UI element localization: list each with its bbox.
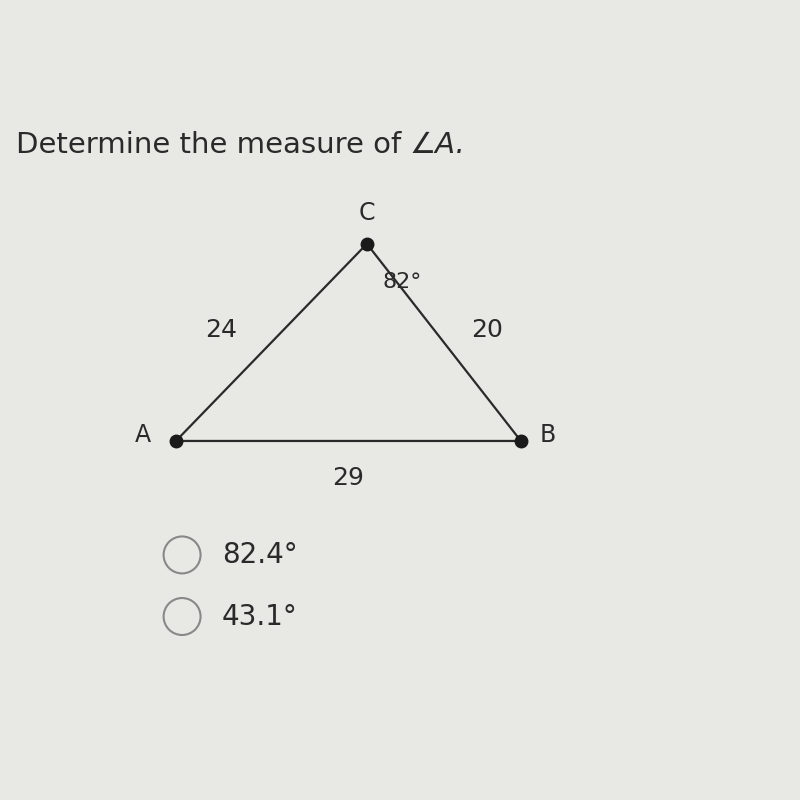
Text: 82.4°: 82.4°	[222, 541, 298, 569]
Text: 43.1°: 43.1°	[222, 602, 298, 630]
Text: 20: 20	[472, 318, 503, 342]
Text: C: C	[358, 202, 375, 226]
Text: Determine the measure of: Determine the measure of	[15, 131, 410, 159]
Text: 82°: 82°	[382, 271, 422, 291]
Text: 24: 24	[206, 318, 238, 342]
Text: 29: 29	[333, 466, 364, 490]
Text: A: A	[135, 422, 151, 446]
Text: B: B	[539, 422, 556, 446]
Text: ∠A.: ∠A.	[410, 131, 466, 159]
